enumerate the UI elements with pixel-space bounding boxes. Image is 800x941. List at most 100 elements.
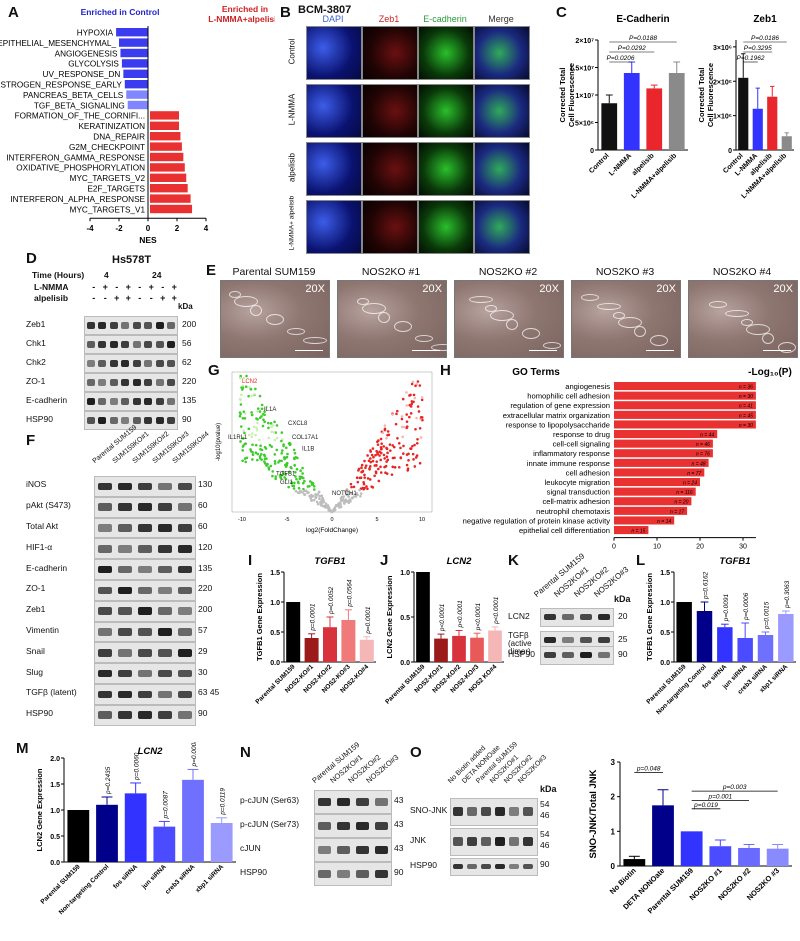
band-label: Total Akt xyxy=(26,521,59,531)
volcano-point xyxy=(254,433,257,437)
volcano-point xyxy=(391,465,395,469)
bar xyxy=(359,639,374,662)
cell-outline xyxy=(522,328,540,339)
blot-band xyxy=(86,322,95,329)
volcano-point xyxy=(299,476,303,479)
volcano-point xyxy=(239,440,242,443)
blot-band xyxy=(138,607,152,615)
gene-label: COL17A1 xyxy=(292,435,319,441)
x-axis-label: log2(FoldChange) xyxy=(306,527,358,534)
treatment-mark: - xyxy=(103,293,107,303)
volcano-point xyxy=(295,477,298,481)
cell-outline xyxy=(762,333,774,344)
blot-band xyxy=(580,652,592,658)
cell-outline xyxy=(431,344,455,351)
volcano-point xyxy=(391,444,395,447)
blot-band xyxy=(178,628,192,636)
blot-strip xyxy=(540,631,614,650)
y-tick-label: 5×10⁶ xyxy=(575,121,594,128)
cell-outline xyxy=(303,337,327,344)
blot-band xyxy=(317,797,332,807)
volcano-point xyxy=(374,471,378,475)
volcano-point xyxy=(301,472,304,475)
volcano-point xyxy=(413,443,416,447)
p-value: p=0.0006 xyxy=(743,592,750,621)
blot-band xyxy=(317,869,332,879)
volcano-point xyxy=(417,410,421,413)
n-count: n = 77 xyxy=(687,471,701,477)
volcano-point xyxy=(359,494,362,498)
go-term-label: inflammatory response xyxy=(533,449,610,458)
volcano-point xyxy=(283,476,286,479)
volcano-point xyxy=(244,460,248,464)
volcano-point xyxy=(284,446,288,450)
volcano-point xyxy=(322,500,326,504)
volcano-point xyxy=(385,447,389,451)
kda-value: 90 xyxy=(394,867,404,877)
volcano-point xyxy=(299,469,302,473)
y-tick-label: 0.5 xyxy=(50,834,60,841)
volcano-point xyxy=(372,455,375,459)
volcano-point xyxy=(266,462,269,466)
treatment-mark: - xyxy=(161,282,165,292)
volcano-point xyxy=(411,452,415,456)
p-value: p=0.0015 xyxy=(764,601,771,630)
blot-band xyxy=(155,398,164,405)
x-tick-label: -5 xyxy=(285,517,290,523)
term-label: E2F_TARGETS xyxy=(87,185,145,194)
band-label: HSP90 xyxy=(26,413,53,424)
x-tick-label: 30 xyxy=(739,544,747,551)
volcano-point xyxy=(277,461,280,464)
volcano-point xyxy=(294,489,298,493)
volcano-point xyxy=(370,453,374,457)
volcano-point xyxy=(303,479,306,483)
volcano-point xyxy=(242,429,245,432)
blot-band xyxy=(118,690,132,699)
y-axis-label: TGFB1 Gene Expression xyxy=(255,573,264,661)
y-tick-label: 3 xyxy=(611,758,616,767)
volcano-point xyxy=(273,462,277,465)
if-image xyxy=(418,84,474,138)
bar xyxy=(452,635,466,662)
go-term-label: response to drug xyxy=(553,430,610,439)
go-term-label: homophilic cell adhesion xyxy=(527,392,610,401)
blot-band xyxy=(109,360,118,367)
cell-outline xyxy=(746,324,770,335)
x-tick-label: 0 xyxy=(330,517,333,523)
x-tick-label: 20 xyxy=(696,544,704,551)
band-label: Zeb1 xyxy=(26,604,46,615)
nes-bar xyxy=(150,184,188,193)
volcano-point xyxy=(267,436,271,440)
go-bar xyxy=(614,526,649,535)
band-label: HSP90 xyxy=(508,648,535,659)
blot-band xyxy=(178,690,192,699)
volcano-point xyxy=(239,425,243,428)
p-value: p=0.0001 xyxy=(365,606,372,635)
p-value: p=0.0008 xyxy=(191,742,198,767)
volcano-point xyxy=(263,460,266,463)
volcano-point xyxy=(373,474,376,478)
y-axis-label: Corrected Total xyxy=(697,68,706,123)
volcano-point xyxy=(365,485,368,488)
volcano-point xyxy=(390,473,394,476)
cell-outline xyxy=(415,335,433,342)
kda-value: 90 xyxy=(182,413,192,424)
volcano-point xyxy=(263,407,266,411)
gsea-nes-chart: Enriched in Control Enriched inL-NMMA+alp… xyxy=(0,4,275,245)
kda-value: 57 xyxy=(198,625,208,635)
volcano-point xyxy=(356,480,360,484)
blot-band xyxy=(158,711,172,719)
cell-outline xyxy=(709,301,727,308)
scale-bar xyxy=(646,350,674,351)
volcano-point xyxy=(399,456,403,459)
band-label: TGFβ (latent) xyxy=(26,687,77,698)
volcano-point xyxy=(345,500,349,503)
blot-band xyxy=(98,628,112,636)
blot-band xyxy=(336,869,351,879)
kda-label: kDa xyxy=(178,302,193,311)
volcano-point xyxy=(364,464,368,467)
cell-outline xyxy=(469,296,493,303)
volcano-point xyxy=(282,456,286,459)
volcano-point xyxy=(297,486,301,490)
